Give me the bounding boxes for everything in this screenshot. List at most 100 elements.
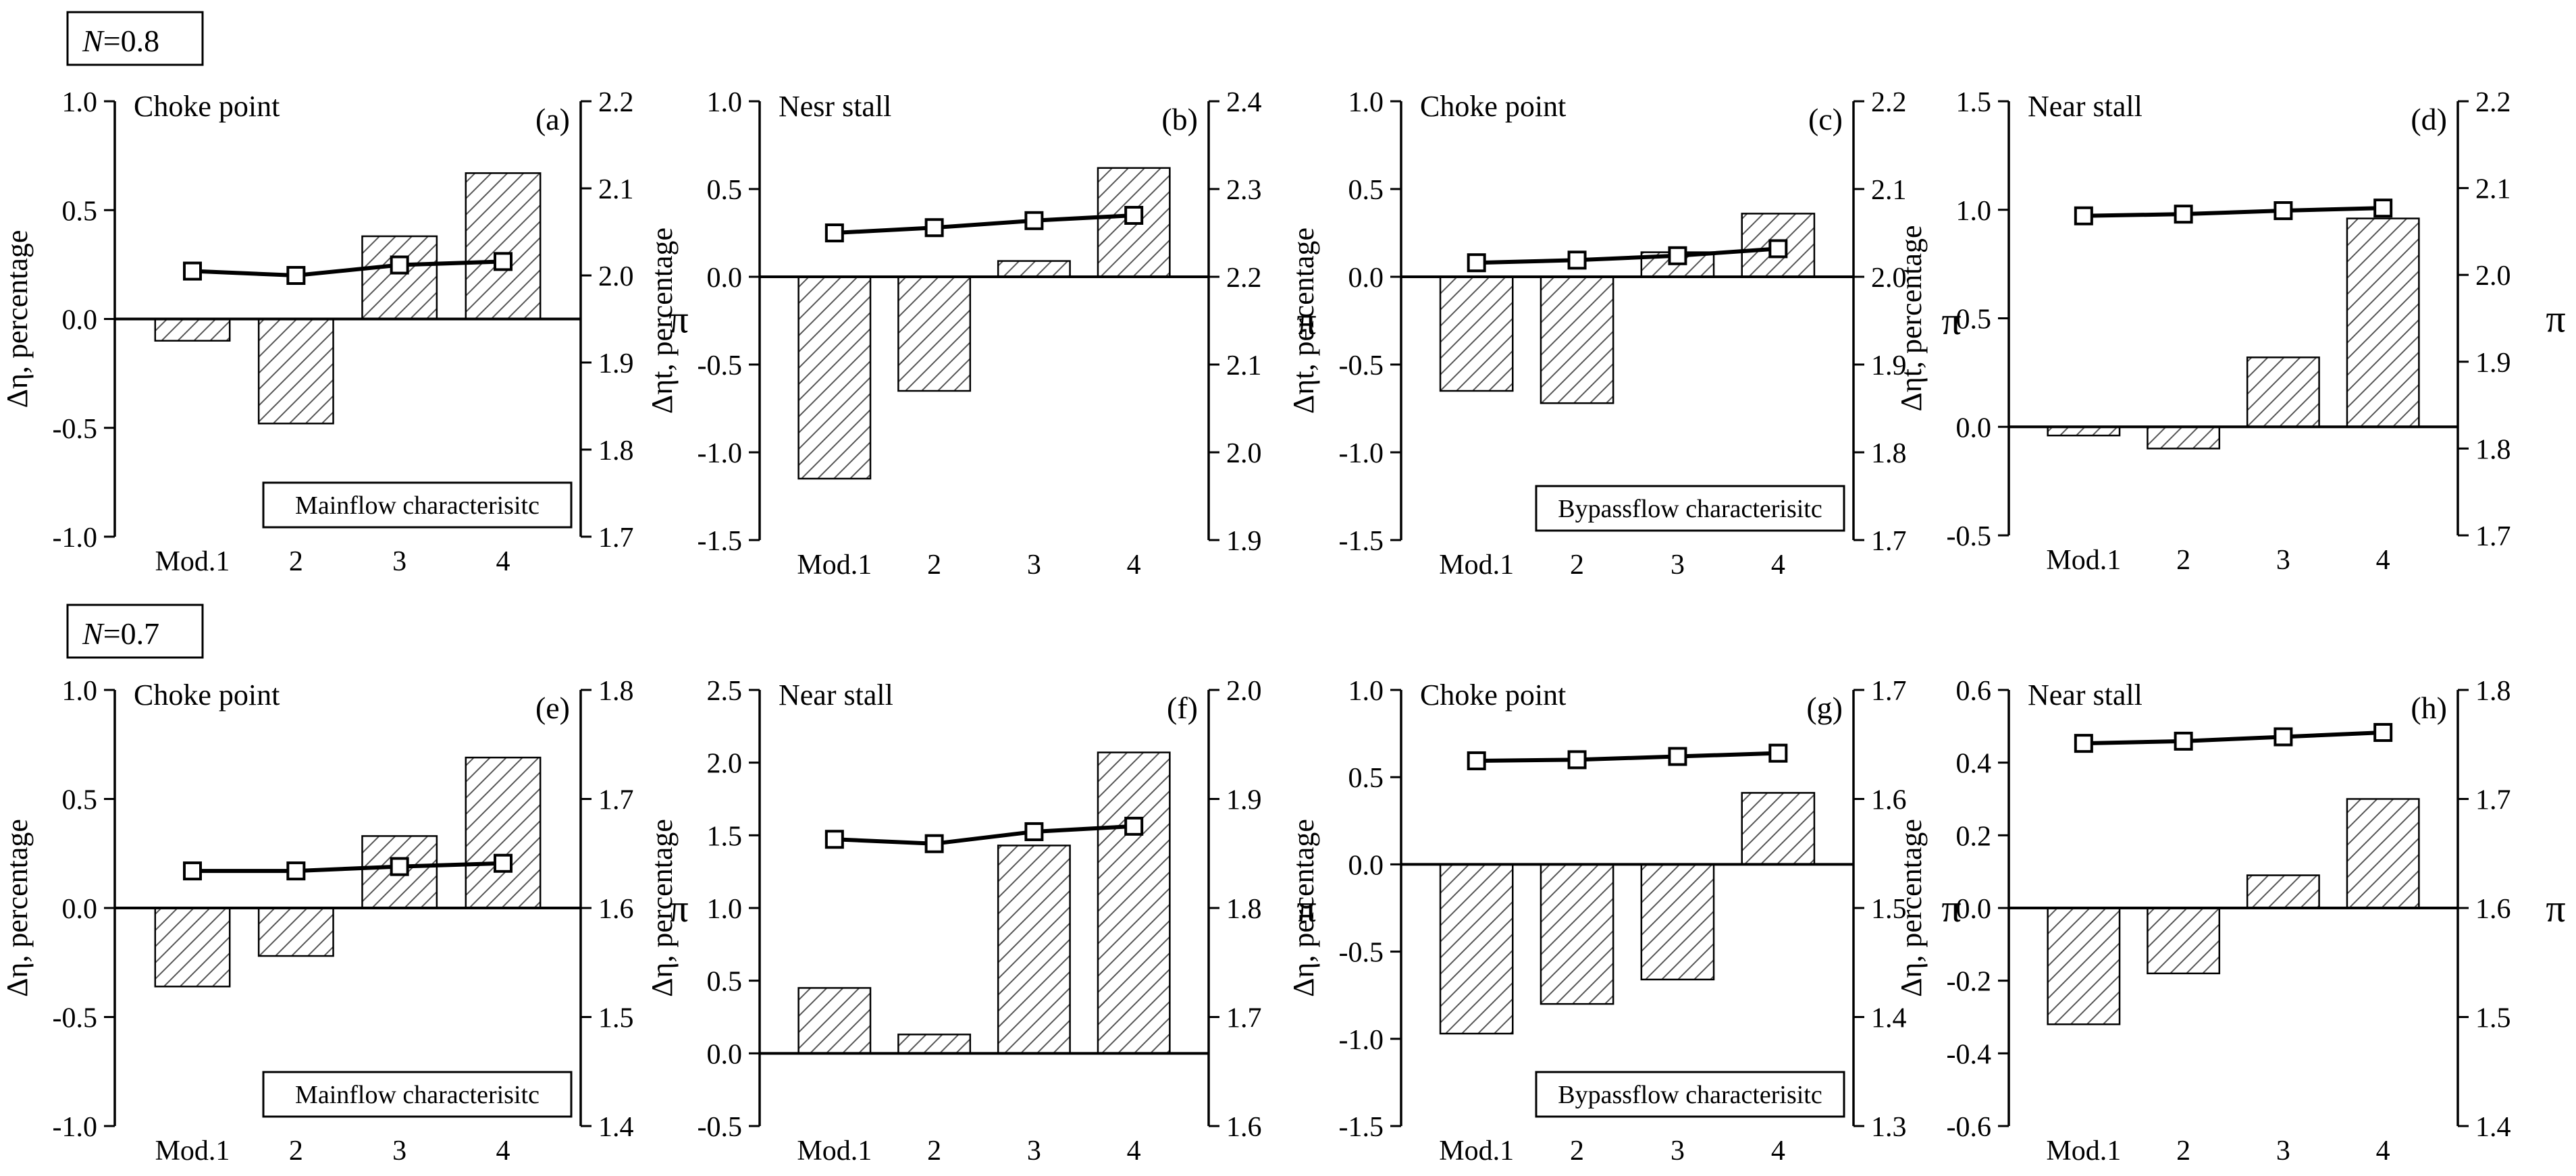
- panel-g-pi-line: [1476, 751, 1779, 763]
- panel-b-bar-2: [897, 275, 972, 392]
- panel-h: -0.6 -0.4 -0.2 0.0 0.2 0.4 0.6 1.4 1.5 1.6 1.7 1.8 M…: [1895, 676, 2566, 1167]
- panel-b-ylabel: Δηt, percentage: [646, 228, 679, 414]
- panel-a-ytick-label-0: -1.0: [53, 523, 98, 554]
- panel-f-bar-3: [997, 845, 1071, 1054]
- panel-a-ytick-label-4: 1.0: [62, 87, 98, 118]
- panel-f-xlabel-3: 3: [1027, 1135, 1041, 1167]
- panel-b: -1.5 -1.0 -0.5 0.0 0.5 1.0 1.9 2.0 2.1 2.2 2.3 2.4 M…: [646, 87, 1317, 581]
- panel-h-y2tick-label-0: 1.4: [2475, 1112, 2511, 1143]
- panel-h-pi-marker-1: [2074, 734, 2093, 753]
- panel-c-y2tick-label-4: 2.1: [1871, 175, 1907, 206]
- panel-b-xlabel-4: 4: [1127, 550, 1141, 581]
- panel-h-ylabel: Δη, percentage: [1895, 819, 1928, 997]
- panel-f-pi-marker-1: [824, 830, 844, 849]
- panel-h-y2tick-label-2: 1.6: [2475, 894, 2511, 925]
- panel-a-ytick-label-1: -0.5: [53, 414, 98, 445]
- panel-d-xlabel-3: 3: [2276, 545, 2290, 576]
- panel-c-letter: (c): [1808, 102, 1843, 136]
- panel-f-ytick-label-0: -0.5: [698, 1112, 743, 1143]
- panel-d-pi-marker-3: [2273, 201, 2293, 221]
- panel-b-y2tick-label-4: 2.3: [1226, 175, 1262, 206]
- panel-g-y2tick-label-3: 1.6: [1871, 785, 1907, 816]
- panel-b-ytick-label-1: -1.0: [698, 438, 743, 469]
- panel-d-ytick-label-0: -0.5: [1947, 521, 1992, 552]
- panel-a-legend-box: [262, 481, 573, 529]
- panel-g-pi-marker-2: [1567, 750, 1587, 770]
- panel-e-xlabel-4: 4: [496, 1135, 510, 1167]
- panel-e-bar-2: [257, 907, 334, 957]
- panel-c-y2tick-label-3: 2.0: [1871, 263, 1907, 294]
- panel-f-ytick-label-1: 0.0: [707, 1039, 743, 1070]
- panel-e-xlabel-3: 3: [392, 1135, 406, 1167]
- panel-f-bar-1: [797, 987, 872, 1054]
- panel-a-legend-text: Mainflow characterisitc: [295, 491, 540, 520]
- panel-a-pi-marker-4: [494, 252, 512, 271]
- panel-e-pi-marker-3: [390, 857, 409, 876]
- panel-h-ytick-label-3: 0.0: [1956, 894, 1992, 925]
- panel-e-bar-4: [465, 756, 542, 909]
- panel-a-pi-line: [192, 259, 504, 278]
- panel-c-pi-marker-4: [1768, 239, 1788, 259]
- panel-f-ytick-label-5: 2.0: [707, 749, 743, 780]
- panel-c-ytick-label-5: 1.0: [1348, 87, 1384, 118]
- panel-h-bar-3: [2246, 874, 2320, 909]
- panel-a-xlabel-1: Mod.1: [155, 546, 230, 577]
- panel-d-letter: (d): [2411, 102, 2447, 136]
- panel-d-y2tick-label-5: 2.2: [2475, 87, 2511, 118]
- panel-g-pi-marker-4: [1768, 743, 1788, 763]
- panel-e-pi-marker-2: [286, 861, 306, 881]
- panel-h-y2label: π: [2546, 886, 2565, 930]
- panel-e-legend-text: Mainflow characterisitc: [295, 1081, 540, 1109]
- panel-d-xlabel-2: 2: [2176, 545, 2190, 576]
- panel-d-ytick-label-2: 0.5: [1956, 304, 1992, 336]
- panel-e-y2tick-label-3: 1.7: [598, 785, 634, 816]
- panel-c-xlabel-1: Mod.1: [1439, 550, 1514, 581]
- panel-c-y2label: π: [1941, 299, 1961, 343]
- panel-d-bar-3: [2246, 356, 2320, 428]
- panel-d-title: Near stall: [2028, 90, 2143, 123]
- panel-c: -1.5 -1.0 -0.5 0.0 0.5 1.0 1.7 1.8 1.9 2.0 2.1 2.2 M…: [1287, 87, 1962, 581]
- panel-h-pi-line: [2083, 730, 2384, 746]
- panel-g-ytick-label-0: -1.5: [1339, 1112, 1384, 1143]
- panel-d-y2tick-label-2: 1.9: [2475, 348, 2511, 379]
- panel-h-ytick-label-6: 0.6: [1956, 676, 1992, 707]
- panel-c-ytick-label-4: 0.5: [1348, 175, 1384, 206]
- panel-c-y2tick-label-2: 1.9: [1871, 350, 1907, 381]
- panel-f-ytick-label-3: 1.0: [707, 894, 743, 925]
- panel-d-ytick-label-1: 0.0: [1956, 412, 1992, 444]
- panel-f-title: Near stall: [779, 678, 893, 712]
- panel-b-y2tick-label-3: 2.2: [1226, 263, 1262, 294]
- panel-d-y2tick-label-3: 2.0: [2475, 261, 2511, 292]
- panel-c-ytick-label-0: -1.5: [1339, 526, 1384, 557]
- row-label-n08: N=0.8: [66, 11, 204, 66]
- panel-c-pi-line: [1476, 246, 1779, 265]
- panel-a-y2tick-label-1: 1.8: [598, 435, 634, 466]
- panel-e-pi-line: [192, 861, 504, 874]
- panel-d-pi-marker-4: [2373, 198, 2393, 218]
- panel-f-ytick-label-4: 1.5: [707, 821, 743, 852]
- panel-f-y2label: π: [1296, 886, 1316, 930]
- panel-d-xlabel-1: Mod.1: [2046, 545, 2121, 576]
- panel-b-pi-marker-4: [1124, 206, 1144, 225]
- panel-h-bar-1: [2047, 907, 2121, 1025]
- panel-g-legend-box: [1535, 1071, 1845, 1118]
- panel-d: -0.5 0.0 0.5 1.0 1.5 1.7 1.8 1.9 2.0 2.1 2.2 Mod.1 2…: [1895, 87, 2566, 576]
- row-label-n07: N=0.7: [66, 604, 204, 659]
- panel-e-title: Choke point: [134, 678, 280, 712]
- panel-g-bar-3: [1640, 863, 1715, 981]
- panel-h-ytick-label-1: -0.4: [1947, 1039, 1992, 1070]
- panel-f-xlabel-4: 4: [1127, 1135, 1141, 1167]
- panel-c-bar-2: [1540, 275, 1614, 404]
- panel-h-pi-marker-4: [2373, 722, 2393, 742]
- panel-h-bar-2: [2147, 907, 2221, 975]
- panel-e-y2tick-label-0: 1.4: [598, 1112, 634, 1143]
- panel-h-letter: (h): [2411, 691, 2447, 725]
- panel-b-xlabel-1: Mod.1: [797, 550, 872, 581]
- panel-g-y2tick-label-4: 1.7: [1871, 676, 1907, 707]
- panel-c-ytick-label-3: 0.0: [1348, 263, 1384, 294]
- panel-e: -1.0 -0.5 0.0 0.5 1.0 1.4 1.5 1.6 1.7 1.8 Mod.1 2 3 4…: [1, 676, 689, 1167]
- panel-e-pi-marker-4: [494, 853, 512, 873]
- panel-c-ytick-label-2: -0.5: [1339, 350, 1384, 381]
- panel-f-ylabel: Δη, percentage: [646, 819, 679, 997]
